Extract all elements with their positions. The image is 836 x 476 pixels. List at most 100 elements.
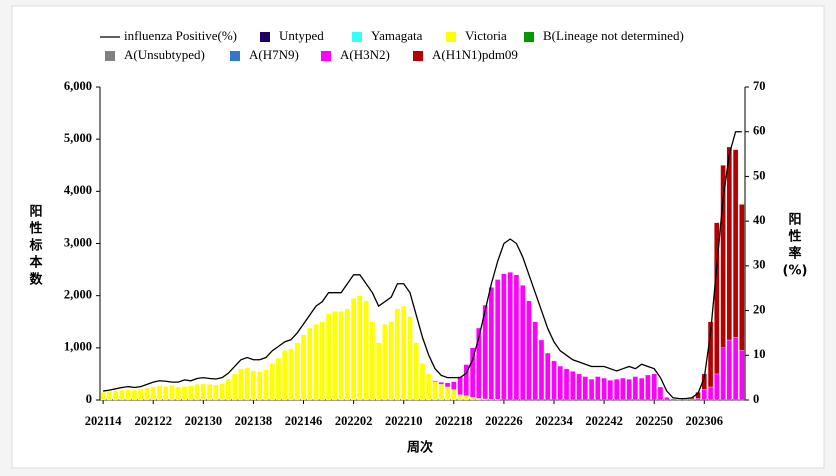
y2-tick-label: 20 [753,302,766,316]
bar [632,376,639,401]
bar [739,350,745,401]
bar [288,348,294,401]
bar [394,308,401,401]
y-axis-title: 数 [29,272,43,288]
bar [726,339,732,401]
bar [526,300,532,401]
legend-swatch [352,32,362,42]
bar [206,384,213,401]
bar [419,363,426,401]
legend-label: A(Unsubtyped) [124,47,205,62]
x-tick-label: 202114 [85,414,123,428]
bar [664,397,670,401]
legend-swatch [446,32,456,42]
x-tick-label: 202226 [485,414,523,428]
bar [363,300,369,401]
legend-swatch [260,32,270,42]
bar [613,378,620,401]
legend-label: A(H3N2) [340,47,390,62]
y-tick-label: 4,000 [64,183,92,197]
x-tick-label: 202242 [585,414,623,428]
bar [263,369,269,401]
bar [620,377,626,401]
bar [588,378,595,401]
bar [626,378,632,401]
y-tick-label: 3,000 [64,235,92,249]
legend-label: influenza Positive(%) [124,28,237,43]
legend-label: B(Lineage not determined) [543,28,684,43]
legend-label: Victoria [465,28,507,43]
y2-axis-title: (%) [783,264,808,279]
bar [275,358,282,401]
x-axis-title: 周次 [407,440,433,456]
bar [557,365,563,401]
bar [607,380,614,401]
y2-axis-title: 率 [788,246,801,262]
bar [338,311,344,401]
y2-axis-title: 阳 [788,213,801,228]
bar [257,371,263,401]
legend-swatch [105,51,115,61]
y-tick-label: 1,000 [64,340,92,354]
bar [432,380,438,382]
legend-swatch [524,32,534,42]
bar [150,386,156,401]
bar [238,368,244,401]
bar [476,327,482,399]
bar [739,204,745,351]
bar [457,376,463,395]
bar [231,373,238,401]
bar [645,374,651,401]
line-series [103,131,742,400]
bar [350,298,357,401]
legend-label: Untyped [279,28,324,43]
bar [244,367,250,401]
bar [131,389,138,401]
bar [332,311,338,401]
bar [563,368,570,401]
bar [407,316,413,401]
y2-tick-label: 70 [753,79,766,93]
bar [651,373,657,401]
y-axis-title: 性 [29,221,42,237]
bar [344,308,351,401]
bar [376,342,382,401]
bar [250,370,257,401]
bar [113,390,119,401]
bar [100,392,106,401]
bar [469,347,476,398]
bar [451,381,457,390]
bar [188,385,194,401]
bar [357,295,363,401]
bar [670,398,676,401]
legend-swatch [321,51,331,61]
bar [181,386,188,401]
bar [413,342,419,401]
bar [438,384,444,401]
legend-swatch [413,51,423,61]
bar [720,347,726,401]
bar [369,321,376,401]
bar [194,384,200,401]
y2-tick-label: 10 [753,347,766,361]
bar [432,381,438,401]
legend-label: A(H7N9) [249,47,299,62]
bar [307,327,313,401]
y-tick-label: 5,000 [64,131,92,145]
bar [119,389,125,401]
y2-axis-title: 性 [788,229,801,245]
bar [657,386,664,401]
bar [319,321,325,401]
legend-label: Yamagata [371,28,423,43]
bar [601,377,607,401]
bar [732,337,739,401]
bar [494,279,501,400]
bar [551,360,557,401]
bar [463,395,469,401]
bar [444,382,451,388]
bar [451,389,457,401]
bar [163,386,169,401]
bar [520,285,526,401]
bar [545,352,551,401]
bar [156,385,163,401]
